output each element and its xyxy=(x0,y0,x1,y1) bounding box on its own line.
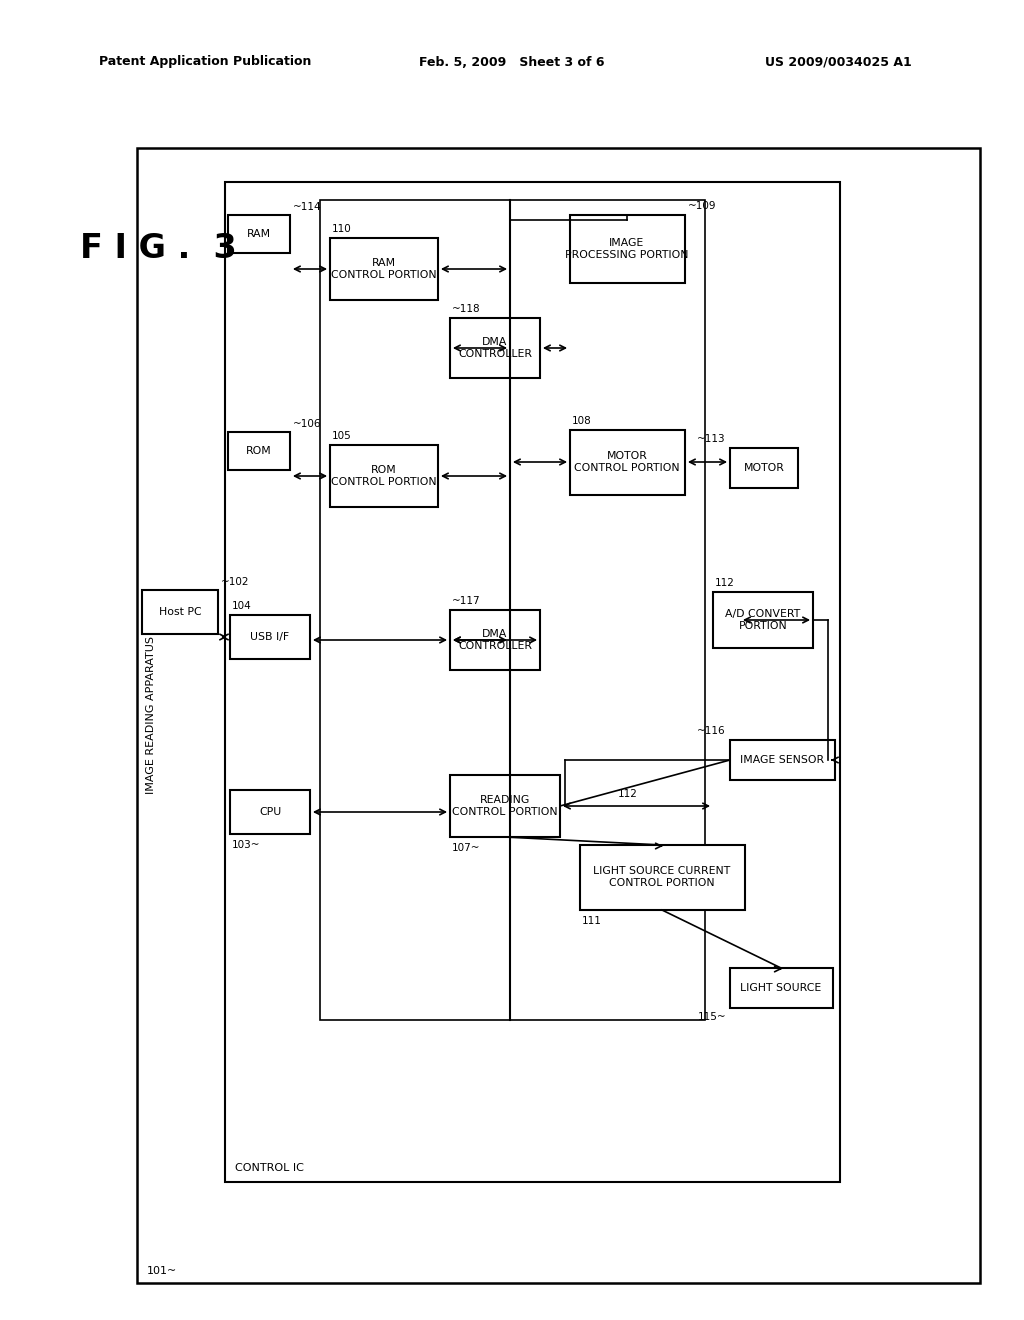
Text: 112: 112 xyxy=(715,578,735,587)
Text: ~106: ~106 xyxy=(293,418,322,429)
Text: 105: 105 xyxy=(332,432,352,441)
Text: READING
CONTROL PORTION: READING CONTROL PORTION xyxy=(453,795,558,817)
Text: LIGHT SOURCE CURRENT
CONTROL PORTION: LIGHT SOURCE CURRENT CONTROL PORTION xyxy=(593,866,731,888)
Bar xyxy=(137,148,980,1283)
Text: CONTROL IC: CONTROL IC xyxy=(234,1163,304,1173)
Text: A/D CONVERT
PORTION: A/D CONVERT PORTION xyxy=(725,610,801,631)
Bar xyxy=(730,968,833,1008)
Text: 115~: 115~ xyxy=(697,1012,726,1022)
Text: ~116: ~116 xyxy=(697,726,726,737)
Text: MOTOR
CONTROL PORTION: MOTOR CONTROL PORTION xyxy=(574,451,680,473)
Bar xyxy=(730,741,835,780)
Text: 103~: 103~ xyxy=(232,840,260,850)
Bar xyxy=(450,610,540,671)
Text: 111: 111 xyxy=(582,916,602,927)
Text: ROM: ROM xyxy=(246,446,272,455)
Bar xyxy=(570,430,685,495)
Text: USB I/F: USB I/F xyxy=(251,632,290,642)
Bar xyxy=(450,775,560,837)
Bar xyxy=(713,591,813,648)
Text: IMAGE SENSOR: IMAGE SENSOR xyxy=(740,755,824,766)
Text: F I G .  3: F I G . 3 xyxy=(80,231,237,264)
Text: LIGHT SOURCE: LIGHT SOURCE xyxy=(740,983,821,993)
Bar xyxy=(580,845,745,909)
Text: RAM: RAM xyxy=(247,228,271,239)
Text: ~109: ~109 xyxy=(688,201,717,211)
Bar xyxy=(570,215,685,282)
Text: ~113: ~113 xyxy=(697,434,726,444)
Text: 107~: 107~ xyxy=(452,843,480,853)
Bar xyxy=(230,615,310,659)
Text: ~114: ~114 xyxy=(293,202,322,213)
Text: 108: 108 xyxy=(572,416,592,426)
Text: 104: 104 xyxy=(232,601,252,611)
Text: 110: 110 xyxy=(332,224,352,234)
Bar xyxy=(330,238,438,300)
Text: ~102: ~102 xyxy=(221,577,250,587)
Bar xyxy=(330,445,438,507)
Text: 112: 112 xyxy=(618,789,638,799)
Text: Patent Application Publication: Patent Application Publication xyxy=(98,55,311,69)
Bar xyxy=(730,447,798,488)
Text: ~117: ~117 xyxy=(452,597,480,606)
Text: MOTOR: MOTOR xyxy=(743,463,784,473)
Text: Host PC: Host PC xyxy=(159,607,202,616)
Bar xyxy=(142,590,218,634)
Text: Feb. 5, 2009   Sheet 3 of 6: Feb. 5, 2009 Sheet 3 of 6 xyxy=(419,55,605,69)
Text: ~118: ~118 xyxy=(452,304,480,314)
Bar xyxy=(228,215,290,253)
Bar xyxy=(450,318,540,378)
Text: 101~: 101~ xyxy=(147,1266,177,1276)
Text: IMAGE READING APPARATUS: IMAGE READING APPARATUS xyxy=(146,636,156,795)
Bar xyxy=(319,201,705,1020)
Text: IMAGE
PROCESSING PORTION: IMAGE PROCESSING PORTION xyxy=(565,238,689,260)
Bar xyxy=(230,789,310,834)
Bar xyxy=(225,182,840,1181)
Text: DMA
CONTROLLER: DMA CONTROLLER xyxy=(458,337,532,359)
Text: ROM
CONTROL PORTION: ROM CONTROL PORTION xyxy=(331,465,437,487)
Text: DMA
CONTROLLER: DMA CONTROLLER xyxy=(458,630,532,651)
Text: US 2009/0034025 A1: US 2009/0034025 A1 xyxy=(765,55,911,69)
Text: CPU: CPU xyxy=(259,807,282,817)
Bar xyxy=(228,432,290,470)
Text: RAM
CONTROL PORTION: RAM CONTROL PORTION xyxy=(331,259,437,280)
